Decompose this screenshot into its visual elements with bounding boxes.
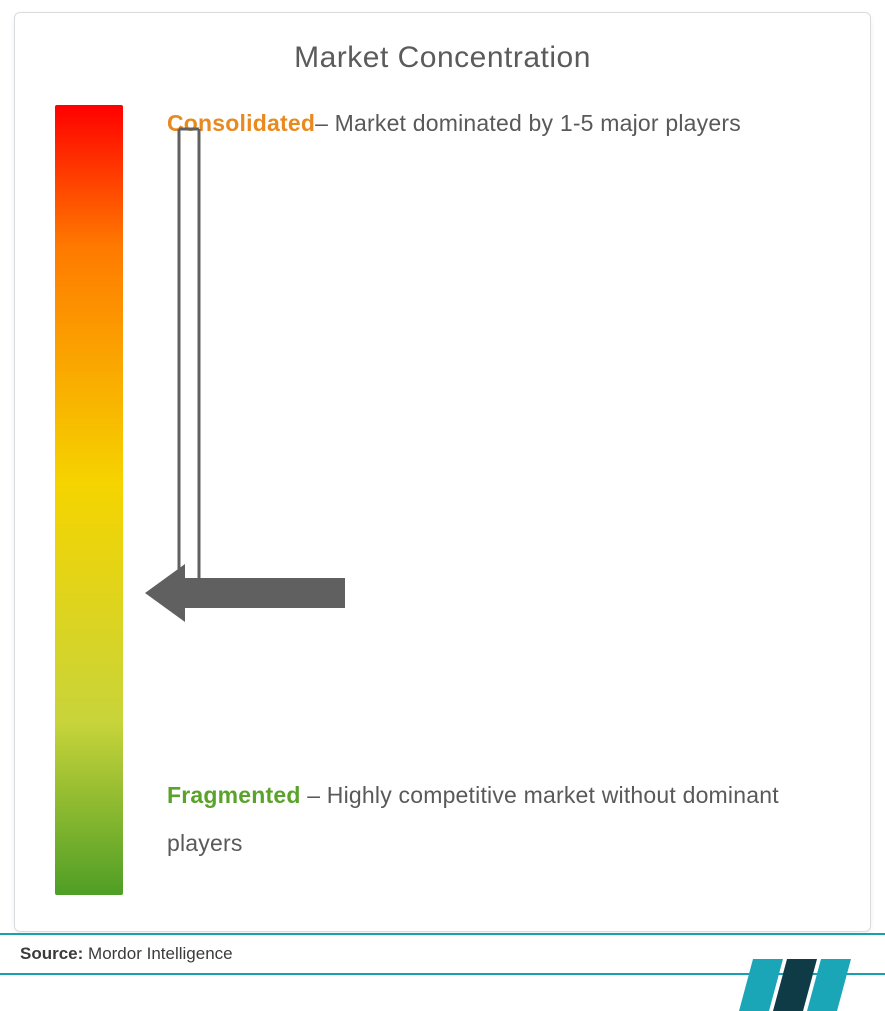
fragmented-label: Fragmented – Highly competitive market w… [167, 771, 826, 868]
fragmented-keyword: Fragmented [167, 782, 301, 808]
chart-card: Market Concentration Consolidated– Marke… [14, 12, 871, 932]
chart-area: Consolidated– Market dominated by 1-5 ma… [49, 105, 836, 895]
brand-logo [739, 943, 859, 1011]
source-text: Source: Mordor Intelligence [20, 944, 233, 964]
chart-title: Market Concentration [49, 41, 836, 75]
concentration-gradient-bar [55, 105, 123, 895]
source-name: Mordor Intelligence [88, 944, 233, 963]
source-prefix: Source: [20, 944, 83, 963]
consolidated-description: – Market dominated by 1-5 major players [315, 110, 741, 136]
consolidated-label: Consolidated– Market dominated by 1-5 ma… [167, 99, 826, 147]
position-indicator [145, 105, 385, 632]
consolidated-keyword: Consolidated [167, 110, 315, 136]
